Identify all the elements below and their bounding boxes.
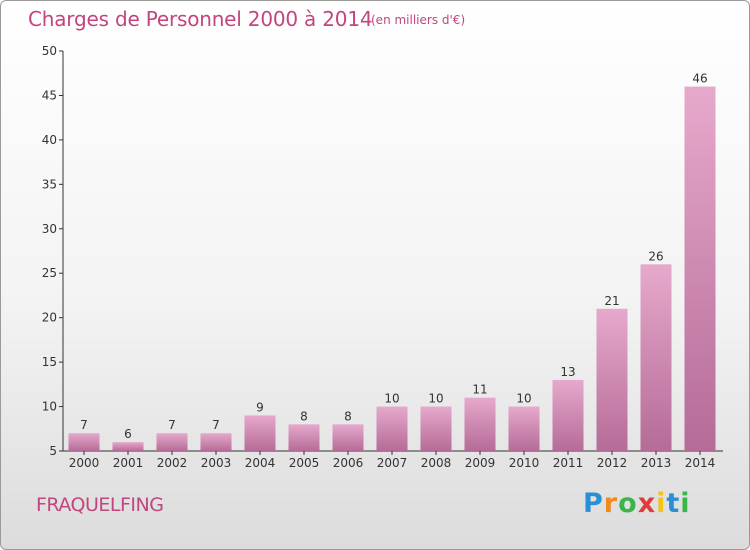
- bar-value-label: 6: [124, 427, 132, 441]
- logo-letter: r: [603, 488, 619, 519]
- x-tick-label: 2004: [245, 456, 276, 470]
- bar-value-label: 9: [256, 400, 264, 414]
- x-tick-label: 2008: [421, 456, 452, 470]
- x-tick-label: 2007: [377, 456, 408, 470]
- bar-value-label: 7: [212, 418, 220, 432]
- x-tick-label: 2001: [113, 456, 144, 470]
- bar-value-label: 21: [604, 294, 619, 308]
- place-name: FRAQUELFING: [36, 494, 164, 516]
- bar: [684, 86, 716, 452]
- bar: [552, 379, 584, 451]
- bar-value-label: 7: [168, 418, 176, 432]
- logo-letter: i: [656, 488, 667, 519]
- y-tick-label: 30: [42, 222, 57, 236]
- x-tick-label: 2011: [553, 456, 584, 470]
- bars: [68, 86, 716, 452]
- axes: 5 10 15 20 25 30 35 40 45 50 2000 2001 2002 2003 2004 2…: [42, 44, 723, 470]
- x-tick-label: 2003: [201, 456, 232, 470]
- logo-letter: i: [680, 488, 691, 519]
- x-tick-label: 2014: [685, 456, 716, 470]
- bar-value-labels: 7 6 7 7 9 8 8 10 10 11 10 13 21 26 46: [80, 72, 707, 442]
- bar: [420, 406, 452, 451]
- bar-value-label: 46: [692, 72, 707, 86]
- bar: [332, 424, 364, 451]
- x-tick-label: 2002: [157, 456, 188, 470]
- bar: [640, 264, 672, 451]
- bar-value-label: 10: [516, 392, 531, 406]
- x-tick-label: 2000: [69, 456, 100, 470]
- chart-subtitle: (en milliers d'€): [371, 13, 466, 27]
- x-tick-label: 2010: [509, 456, 540, 470]
- y-tick-label: 45: [42, 88, 57, 102]
- x-tick-label: 2012: [597, 456, 628, 470]
- x-tick-label: 2013: [641, 456, 672, 470]
- y-tick-label: 50: [42, 44, 57, 58]
- y-tick-label: 40: [42, 133, 57, 147]
- bar: [288, 424, 320, 451]
- bar: [596, 308, 628, 451]
- y-tick-label: 10: [42, 400, 57, 414]
- bar: [508, 406, 540, 451]
- y-tick-label: 25: [42, 266, 57, 280]
- bar: [68, 433, 100, 451]
- bar-value-label: 10: [384, 392, 399, 406]
- bar: [156, 433, 188, 451]
- y-tick-label: 20: [42, 311, 57, 325]
- x-tick-label: 2005: [289, 456, 320, 470]
- bar: [112, 442, 144, 451]
- chart-title: Charges de Personnel 2000 à 2014: [28, 7, 373, 31]
- bar: [376, 406, 408, 451]
- bar-value-label: 8: [344, 409, 352, 423]
- bar-value-label: 13: [560, 365, 575, 379]
- bar-value-label: 11: [472, 383, 487, 397]
- logo-letter: t: [666, 488, 681, 519]
- logo-letter: o: [618, 488, 638, 519]
- bar-value-label: 8: [300, 409, 308, 423]
- bar-value-label: 26: [648, 249, 663, 263]
- logo-letter: x: [637, 488, 657, 519]
- bar: [244, 415, 276, 451]
- logo-letter: P: [583, 488, 604, 519]
- proxiti-logo: Proxiti: [583, 488, 691, 519]
- x-tick-label: 2006: [333, 456, 364, 470]
- x-tick-label: 2009: [465, 456, 496, 470]
- bar-value-label: 10: [428, 392, 443, 406]
- y-tick-label: 5: [49, 444, 57, 458]
- bar: [464, 397, 496, 451]
- bar-value-label: 7: [80, 418, 88, 432]
- y-tick-label: 15: [42, 355, 57, 369]
- y-tick-label: 35: [42, 177, 57, 191]
- bar: [200, 433, 232, 451]
